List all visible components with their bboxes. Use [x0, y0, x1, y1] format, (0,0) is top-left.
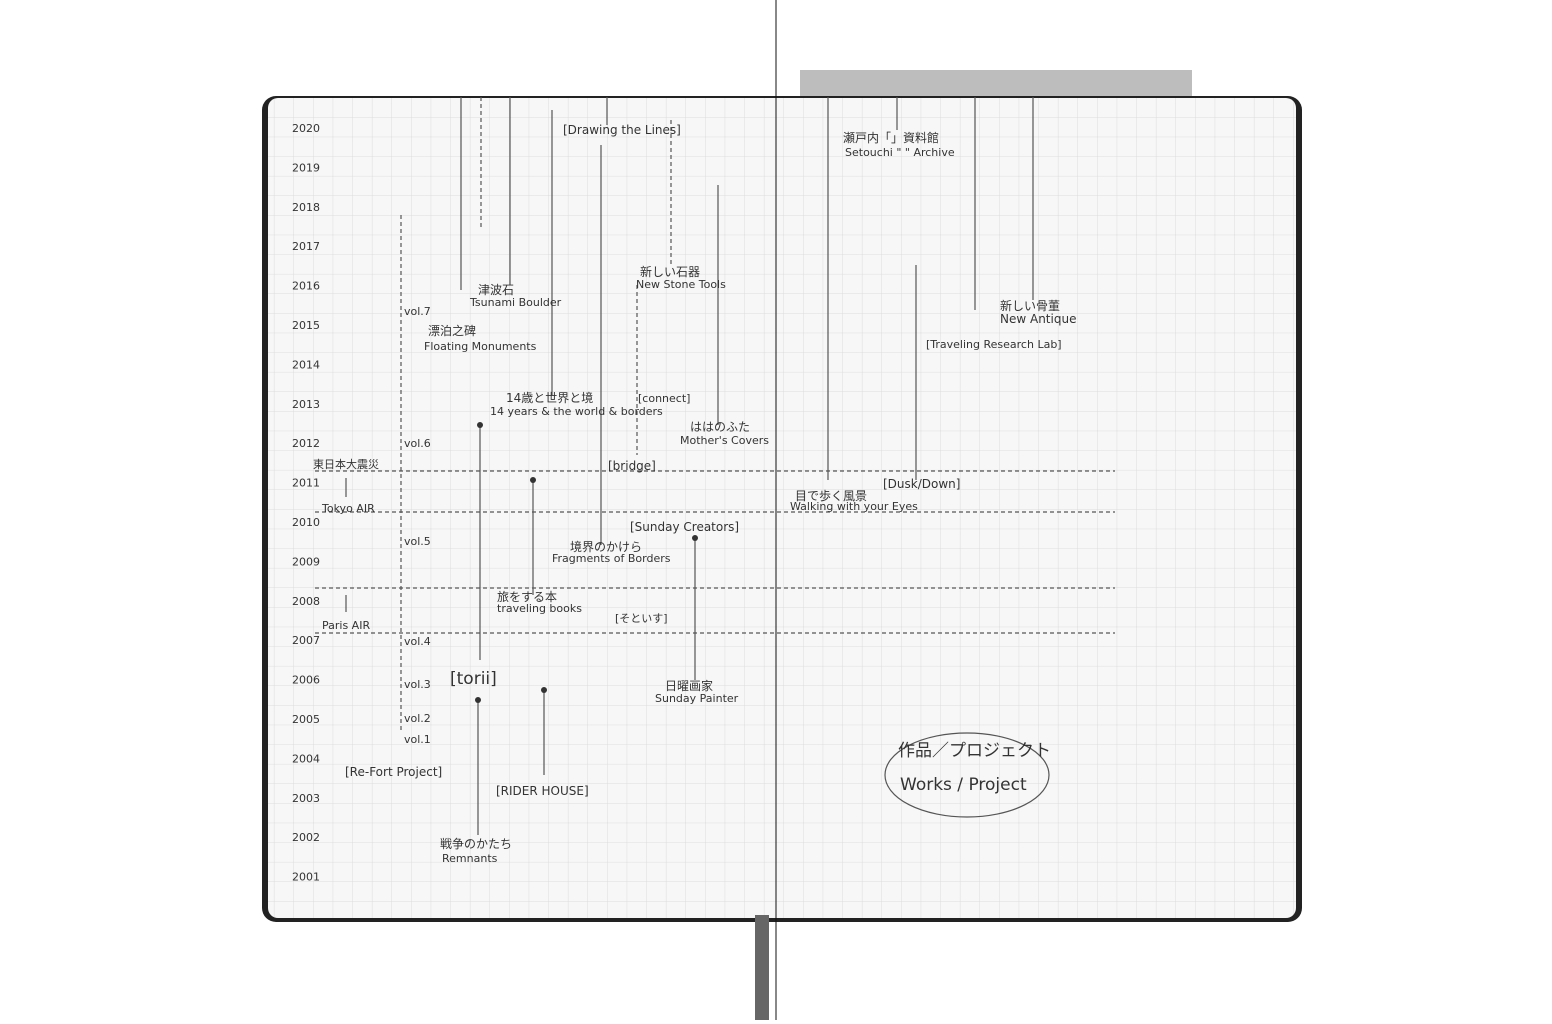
label: 境界のかけら: [570, 539, 642, 554]
volume: vol.1: [404, 733, 431, 746]
label: [RIDER HOUSE]: [496, 784, 589, 798]
label: 14歳と世界と境: [506, 390, 593, 405]
label: [connect]: [638, 392, 690, 405]
label: ははのふた: [690, 420, 750, 434]
label: Floating Monuments: [424, 340, 537, 353]
label: Setouchi " " Archive: [845, 146, 955, 159]
label: New Stone Tools: [636, 278, 726, 291]
year-label: 2010: [292, 516, 320, 529]
ribbon: [755, 915, 769, 1020]
year-label: 2018: [292, 201, 320, 214]
grid: [268, 98, 1296, 918]
year-label: 2002: [292, 831, 320, 844]
volume: vol.6: [404, 437, 431, 450]
label: 新しい石器: [640, 264, 700, 279]
event: Tokyo AIR: [321, 502, 375, 515]
timeline-lines: [315, 97, 1115, 835]
year-label: 2001: [292, 871, 320, 884]
event: Paris AIR: [322, 619, 370, 632]
year-label: 2004: [292, 752, 320, 765]
tab: [800, 70, 1192, 100]
label: 戦争のかたち: [440, 837, 512, 851]
event: 東日本大震災: [313, 457, 379, 471]
label: 日曜画家: [665, 678, 713, 693]
label: [Re-Fort Project]: [345, 765, 442, 779]
year-label: 2013: [292, 398, 320, 411]
label: [torii]: [450, 669, 497, 689]
label: 目で歩く風景: [795, 488, 867, 503]
year-label: 2009: [292, 555, 320, 568]
year-label: 2016: [292, 280, 320, 293]
label: Tsunami Boulder: [469, 296, 562, 309]
label: traveling books: [497, 602, 582, 615]
year-label: 2014: [292, 358, 320, 371]
label: [Drawing the Lines]: [563, 123, 681, 137]
label: Remnants: [442, 852, 498, 865]
year-label: 2011: [292, 477, 320, 490]
label: [Sunday Creators]: [630, 520, 739, 534]
label: Fragments of Borders: [552, 552, 671, 565]
label: 旅をする本: [497, 590, 557, 604]
year-label: 2006: [292, 674, 320, 687]
volume: vol.3: [404, 678, 431, 691]
label: 瀬戸内「」資料館: [843, 130, 939, 145]
volume: vol.2: [404, 712, 431, 725]
caption: 作品／プロジェクト: [898, 741, 1051, 761]
label: [Traveling Research Lab]: [926, 338, 1062, 351]
label: [bridge]: [608, 459, 656, 473]
label: Sunday Painter: [655, 692, 739, 705]
year-label: 2017: [292, 240, 320, 253]
year-label: 2008: [292, 595, 320, 608]
label: Mother's Covers: [680, 434, 769, 447]
year-label: 2003: [292, 792, 320, 805]
label: Walking with your Eyes: [790, 500, 918, 513]
label: 新しい骨董: [1000, 298, 1060, 313]
label: 漂泊之碑: [428, 323, 476, 338]
year-axis: 2020 2019 2018 2017 2016 2015 2014 2013 2012 2011…: [292, 122, 320, 884]
year-label: 2020: [292, 122, 320, 135]
label: New Antique: [1000, 312, 1076, 326]
year-label: 2007: [292, 634, 320, 647]
label: [Dusk/Down]: [883, 477, 960, 491]
label: [そといす]: [615, 612, 668, 625]
volume: vol.7: [404, 305, 431, 318]
year-label: 2012: [292, 437, 320, 450]
label: 津波石: [478, 283, 514, 297]
year-label: 2005: [292, 713, 320, 726]
label: 14 years & the world & borders: [490, 405, 663, 418]
labels: [Drawing the Lines] 津波石 Tsunami Boulder …: [313, 123, 1076, 865]
volume: vol.4: [404, 635, 431, 648]
year-label: 2019: [292, 161, 320, 174]
volume: vol.5: [404, 535, 431, 548]
year-label: 2015: [292, 319, 320, 332]
caption: Works / Project: [900, 775, 1027, 795]
